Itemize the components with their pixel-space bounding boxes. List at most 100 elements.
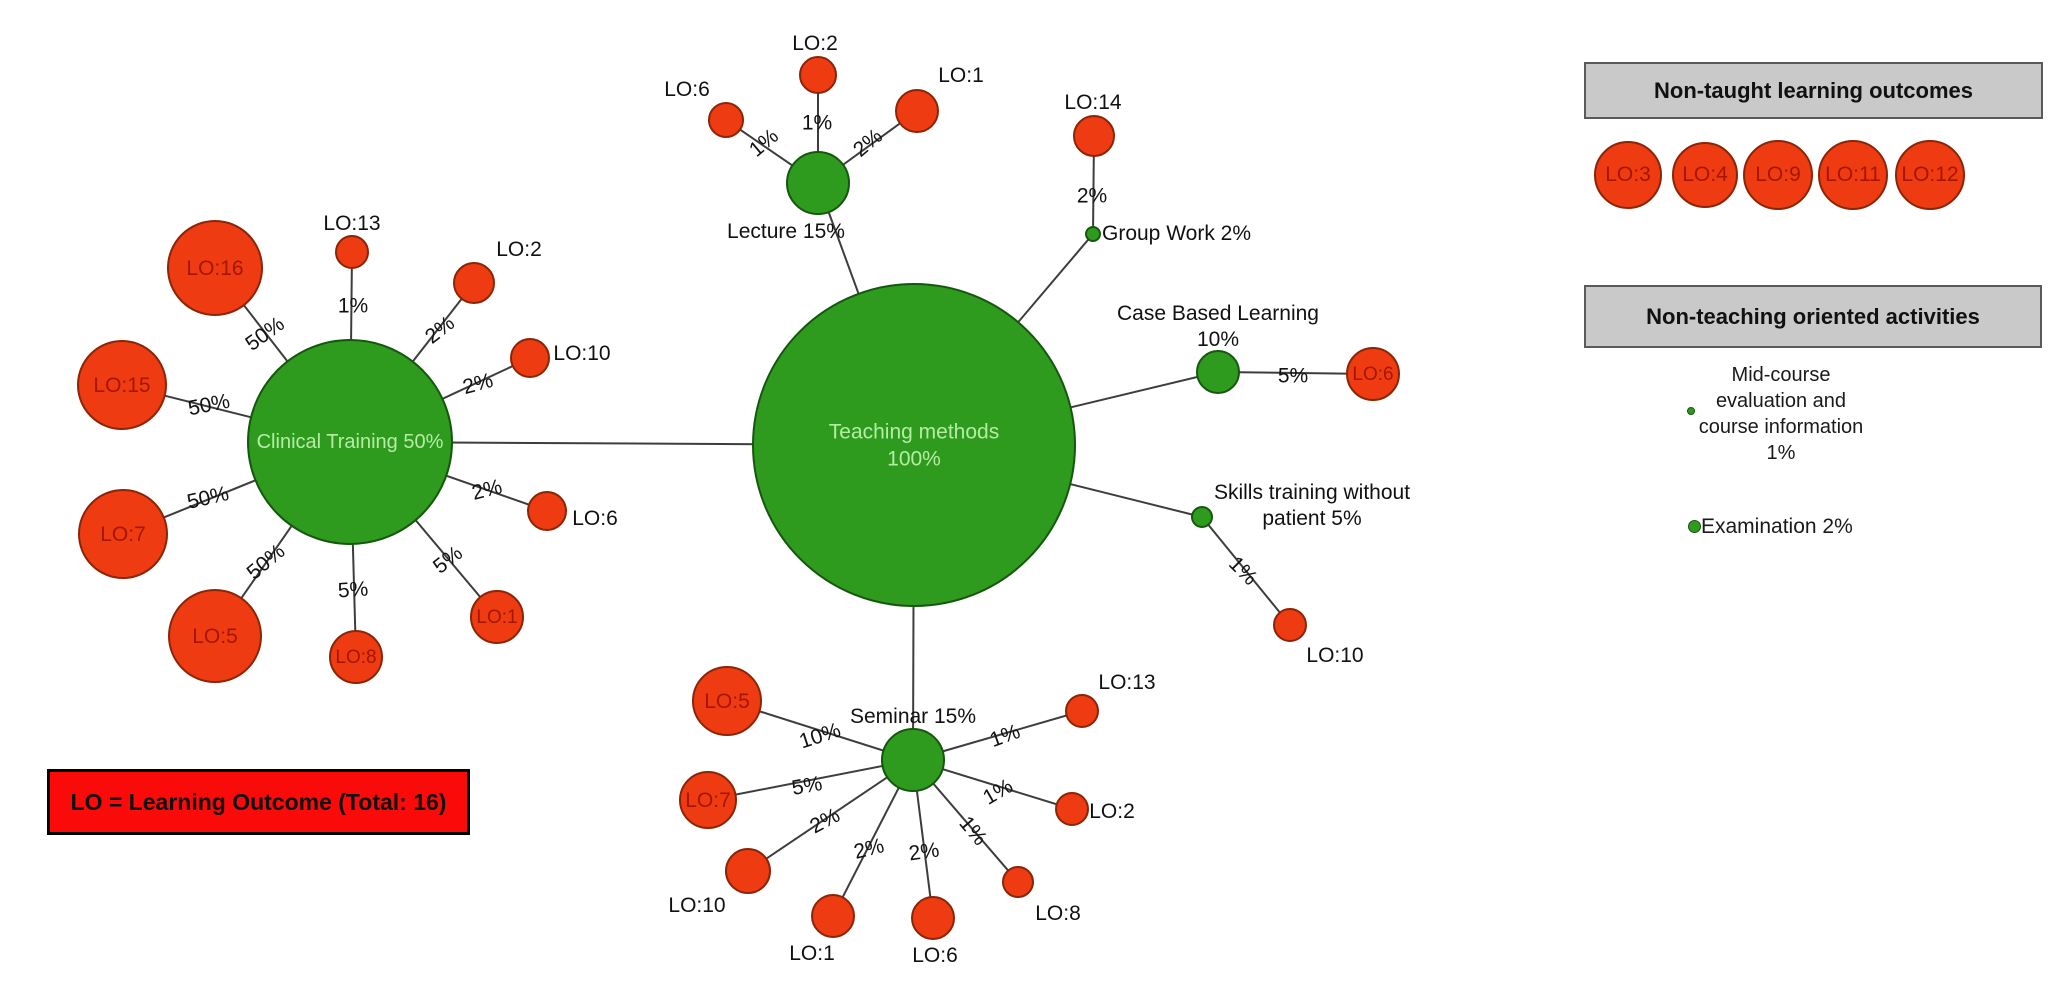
mid-course-line: Mid-course: [1731, 364, 1831, 386]
node-ct-lo10: [510, 338, 550, 378]
node-label-seminar: Seminar 15%: [850, 705, 976, 728]
mid-course-line: course information: [1698, 416, 1864, 438]
node-sem-lo8: [1002, 866, 1034, 898]
edge-label-clinical-training-ct-lo13: 1%: [338, 295, 368, 318]
node-text-ct-lo7: LO:7: [100, 523, 146, 546]
lo-legend-label: LO = Learning Outcome (Total: 16): [70, 788, 447, 815]
edge-label-seminar-sem-lo1: 2%: [851, 834, 886, 864]
node-text-teaching-methods: Teaching methods 100%: [829, 420, 999, 470]
edge-label-seminar-sem-lo5: 10%: [796, 719, 843, 754]
node-sem-lo1: [811, 894, 855, 938]
edge-label-seminar-sem-lo7: 5%: [790, 772, 824, 800]
node-label-case-based-learning: Case Based Learning 10%: [1117, 302, 1319, 351]
node-ct-lo2: [453, 262, 495, 304]
node-label-group-work: Group Work 2%: [1102, 222, 1251, 245]
non-taught-outcomes-title: Non-taught learning outcomes: [1654, 77, 1973, 103]
node-ct-lo13: [335, 235, 369, 269]
node-sem-lo5: [692, 666, 762, 736]
edge-label-seminar-sem-lo6: 2%: [907, 838, 940, 865]
node-lecture: [786, 151, 850, 215]
non-teaching-activities-panel: Non-teaching oriented activities: [1584, 285, 2042, 348]
edge-label-clinical-training-ct-lo16: 50%: [241, 312, 289, 355]
non-taught-lo11: LO:11: [1818, 140, 1888, 210]
mid-course-line: 1%: [1766, 442, 1796, 464]
node-label-lec-lo1: LO:1: [938, 64, 984, 87]
mid-course-evaluation-item: Mid-course evaluation and course informa…: [1661, 362, 1901, 466]
node-label-ct-lo13: LO:13: [323, 212, 380, 235]
node-label-lec-lo2: LO:2: [792, 32, 838, 55]
mid-course-line: evaluation and: [1715, 390, 1847, 412]
node-group-work: [1085, 226, 1101, 242]
node-sem-lo13: [1065, 694, 1099, 728]
node-ct-lo1: [470, 590, 524, 644]
non-taught-lo12: LO:12: [1895, 140, 1965, 210]
node-ct-lo5: [168, 589, 262, 683]
node-ct-lo16: [167, 220, 263, 316]
edge-label-clinical-training-ct-lo7: 50%: [185, 482, 231, 514]
node-skills-training: [1191, 506, 1213, 528]
node-sem-lo6: [911, 896, 955, 940]
edge-label-clinical-training-ct-lo15: 50%: [186, 390, 232, 421]
edge-label-seminar-sem-lo2: 1%: [979, 774, 1017, 809]
non-taught-lo3: LO:3: [1594, 141, 1662, 209]
edge-label-clinical-training-ct-lo1: 5%: [429, 542, 467, 579]
examination-item: Examination 2%: [1701, 515, 1853, 538]
node-label-sem-lo8: LO:8: [1035, 902, 1081, 925]
node-ct-lo7: [78, 489, 168, 579]
edge-skills-training-sk-lo10: [1201, 516, 1291, 626]
edge-label-lecture-lec-lo2: 1%: [802, 112, 832, 135]
node-text-ct-lo8: LO:8: [335, 647, 376, 668]
node-sem-lo7: [679, 771, 737, 829]
edge-label-clinical-training-ct-lo5: 50%: [243, 540, 290, 585]
node-label-ct-lo2: LO:2: [496, 238, 542, 261]
node-text-ct-lo5: LO:5: [192, 625, 238, 648]
node-lec-lo2: [799, 56, 837, 94]
node-sem-lo2: [1055, 792, 1089, 826]
node-text-sem-lo7: LO:7: [685, 789, 731, 812]
node-ct-lo8: [329, 630, 383, 684]
node-label-sem-lo6: LO:6: [912, 944, 958, 967]
edge-label-case-based-learning-cbl-lo6: 5%: [1278, 365, 1308, 388]
edge-label-seminar-sem-lo13: 1%: [987, 720, 1023, 752]
node-text-sem-lo5: LO:5: [704, 690, 750, 713]
node-label-skills-training: Skills training without patient 5%: [1214, 481, 1410, 530]
node-label-sem-lo13: LO:13: [1098, 671, 1155, 694]
node-text-ct-lo16: LO:16: [186, 257, 243, 280]
node-text-clinical-training: Clinical Training 50%: [257, 431, 444, 453]
node-label-sem-lo2: LO:2: [1089, 800, 1135, 823]
node-cbl-lo6: [1346, 347, 1400, 401]
mid-course-dot-icon: [1687, 407, 1695, 415]
node-text-ct-lo15: LO:15: [93, 374, 150, 397]
examination-dot-icon: [1688, 520, 1701, 533]
node-ct-lo6: [527, 491, 567, 531]
node-case-based-learning: [1196, 350, 1240, 394]
edge-label-clinical-training-ct-lo6: 2%: [469, 475, 504, 505]
node-sk-lo10: [1273, 608, 1307, 642]
edge-seminar-sem-lo10: [747, 759, 914, 872]
edge-label-clinical-training-ct-lo10: 2%: [460, 369, 495, 399]
node-sem-lo10: [725, 848, 771, 894]
node-text-cbl-lo6: LO:6: [1352, 364, 1393, 385]
node-label-lec-lo6: LO:6: [664, 78, 710, 101]
node-label-ct-lo10: LO:10: [553, 342, 610, 365]
lo-legend-box: LO = Learning Outcome (Total: 16): [47, 769, 470, 835]
node-ct-lo15: [77, 340, 167, 430]
edge-label-seminar-sem-lo10: 2%: [806, 804, 844, 839]
non-taught-lo9: LO:9: [1743, 140, 1813, 210]
node-label-sem-lo1: LO:1: [789, 942, 835, 965]
edge-label-clinical-training-ct-lo8: 5%: [337, 577, 369, 602]
node-label-sem-lo10: LO:10: [668, 894, 725, 917]
edge-label-group-work-gw-lo14: 2%: [1077, 185, 1107, 208]
edge-seminar-sem-lo7: [707, 759, 914, 801]
node-label-sk-lo10: LO:10: [1306, 644, 1363, 667]
non-teaching-activities-title: Non-teaching oriented activities: [1646, 303, 1980, 329]
node-clinical-training: [247, 339, 453, 545]
node-label-gw-lo14: LO:14: [1064, 91, 1122, 114]
node-lec-lo6: [708, 102, 744, 138]
node-teaching-methods: [752, 283, 1076, 607]
node-gw-lo14: [1073, 115, 1115, 157]
node-seminar: [881, 728, 945, 792]
non-taught-outcomes-panel: Non-taught learning outcomes: [1584, 62, 2043, 119]
